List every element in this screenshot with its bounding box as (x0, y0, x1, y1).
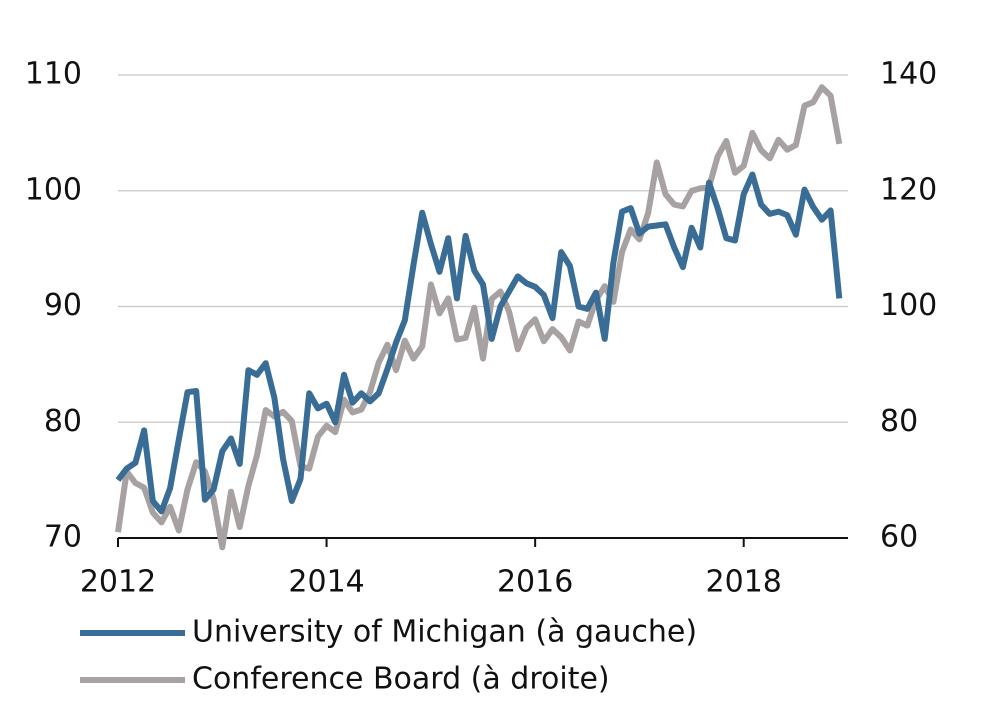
y-tick-label: 110 (25, 57, 82, 92)
y2-tick-label: 60 (880, 520, 918, 555)
x-tick-label: 2016 (497, 565, 573, 600)
series-line (115, 171, 843, 515)
x-tick-label: 2012 (80, 565, 156, 600)
y2-tick-label: 140 (880, 57, 937, 92)
y2-tick-label: 80 (880, 404, 918, 439)
y-tick-label: 70 (44, 520, 82, 555)
y-tick-label: 80 (44, 404, 82, 439)
legend-label: Conference Board (à droite) (192, 662, 610, 697)
y-tick-label: 90 (44, 288, 82, 323)
series-line (115, 84, 843, 551)
y2-tick-label: 100 (880, 288, 937, 323)
x-tick-label: 2018 (706, 565, 782, 600)
y-tick-label: 100 (25, 172, 82, 207)
x-tick-label: 2014 (288, 565, 364, 600)
y2-tick-label: 120 (880, 172, 937, 207)
legend-label: University of Michigan (à gauche) (192, 615, 697, 650)
